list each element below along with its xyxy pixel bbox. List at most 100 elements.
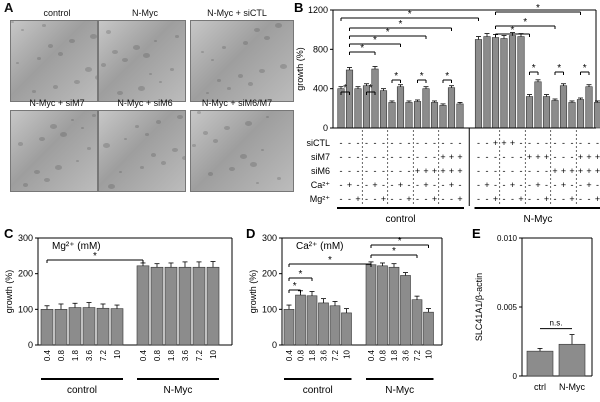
treatment-sign: + [432, 194, 437, 204]
bar [306, 295, 318, 346]
treatment-sign: + [595, 194, 600, 204]
treatment-sign: - [340, 166, 343, 176]
treatment-sign: + [449, 152, 454, 162]
treatment-sign: - [433, 180, 436, 190]
treatment-sign: + [561, 180, 566, 190]
treatment-sign: - [357, 166, 360, 176]
treatment-sign: - [365, 152, 368, 162]
treatment-sign: + [510, 138, 515, 148]
micrograph-label: N-Myc + siM6 [117, 98, 173, 108]
treatment-sign: - [588, 194, 591, 204]
y-tick-label: 300 [262, 233, 277, 243]
significance-star: * [445, 71, 449, 82]
treatment-sign: - [528, 194, 531, 204]
treatment-sign: - [554, 180, 557, 190]
y-axis-label: SLC41A1/β-actin [474, 273, 484, 341]
x-tick-label: 1.8 [390, 349, 399, 361]
y-axis-label: growth (%) [295, 47, 305, 91]
micrograph-label: N-Myc + siM7 [29, 98, 85, 108]
treatment-sign: - [348, 194, 351, 204]
bar [423, 311, 434, 346]
treatment-sign: - [477, 166, 480, 176]
bar [491, 37, 500, 129]
treatment-sign: + [493, 194, 498, 204]
y-tick-label: 400 [313, 84, 328, 94]
treatment-sign: + [493, 138, 498, 148]
bar [110, 308, 124, 346]
treatment-sign: - [588, 138, 591, 148]
bar [474, 39, 483, 129]
treatment-sign: - [382, 138, 385, 148]
treatment-sign: - [511, 166, 514, 176]
treatment-sign: - [528, 180, 531, 190]
treatment-sign: - [579, 180, 582, 190]
bar [388, 102, 396, 129]
treatment-sign: + [510, 180, 515, 190]
treatment-sign: + [423, 166, 428, 176]
y-tick-label: 200 [18, 269, 33, 279]
treatment-sign: - [365, 180, 368, 190]
x-tick-label: N-Myc [559, 382, 585, 392]
y-tick-label: 300 [18, 233, 33, 243]
treatment-sign: - [374, 152, 377, 162]
treatment-sign: - [425, 194, 428, 204]
y-tick-label: 100 [18, 304, 33, 314]
bar [551, 100, 559, 129]
treatment-sign: + [569, 194, 574, 204]
treatment-sign: + [398, 180, 403, 190]
treatment-sign: + [347, 180, 352, 190]
y-tick-label: 0 [323, 123, 328, 133]
treatment-sign: - [486, 194, 489, 204]
micrograph-image [190, 20, 294, 102]
bar [534, 81, 542, 129]
bar [422, 88, 430, 129]
treatment-sign: + [569, 166, 574, 176]
treatment-sign: - [348, 166, 351, 176]
treatment-sign: - [477, 194, 480, 204]
treatment-sign: + [381, 194, 386, 204]
x-tick-label: 1.8 [71, 349, 80, 361]
treatment-sign: - [537, 194, 540, 204]
treatment-sign: - [374, 138, 377, 148]
bar [558, 343, 586, 377]
treatment-row-label: siM6 [311, 166, 330, 176]
treatment-sign: + [535, 180, 540, 190]
treatment-sign: + [484, 180, 489, 190]
bar [559, 85, 568, 129]
treatment-sign: - [477, 138, 480, 148]
treatment-sign: + [457, 152, 462, 162]
treatment-sign: - [494, 152, 497, 162]
treatment-sign: - [391, 152, 394, 162]
significance-star: * [373, 35, 377, 46]
treatment-sign: - [340, 152, 343, 162]
treatment-sign: - [382, 152, 385, 162]
x-tick-label: 10 [343, 349, 352, 358]
bar [371, 68, 379, 129]
treatment-sign: - [520, 152, 523, 162]
y-tick-label: 0 [272, 340, 277, 350]
panel-letter-c: C [4, 226, 14, 241]
treatment-sign: - [562, 152, 565, 162]
x-tick-label: 7.2 [99, 349, 108, 361]
treatment-sign: - [486, 152, 489, 162]
bar [508, 35, 517, 129]
panel-letter-d: D [246, 226, 255, 241]
treatment-sign: - [340, 194, 343, 204]
bar [318, 302, 329, 346]
bar [192, 266, 206, 346]
significance-star: * [420, 71, 424, 82]
treatment-sign: - [442, 180, 445, 190]
group-label: N-Myc [385, 385, 414, 396]
treatment-sign: - [511, 194, 514, 204]
treatment-sign: - [486, 138, 489, 148]
x-tick-label: 0.4 [367, 349, 376, 361]
group-label: control [303, 385, 333, 396]
treatment-sign: - [554, 152, 557, 162]
treatment-sign: - [365, 138, 368, 148]
treatment-sign: - [340, 138, 343, 148]
chart-title: Mg²⁺ (mM) [52, 241, 101, 252]
treatment-sign: - [399, 138, 402, 148]
treatment-sign: + [527, 152, 532, 162]
treatment-sign: + [578, 152, 583, 162]
